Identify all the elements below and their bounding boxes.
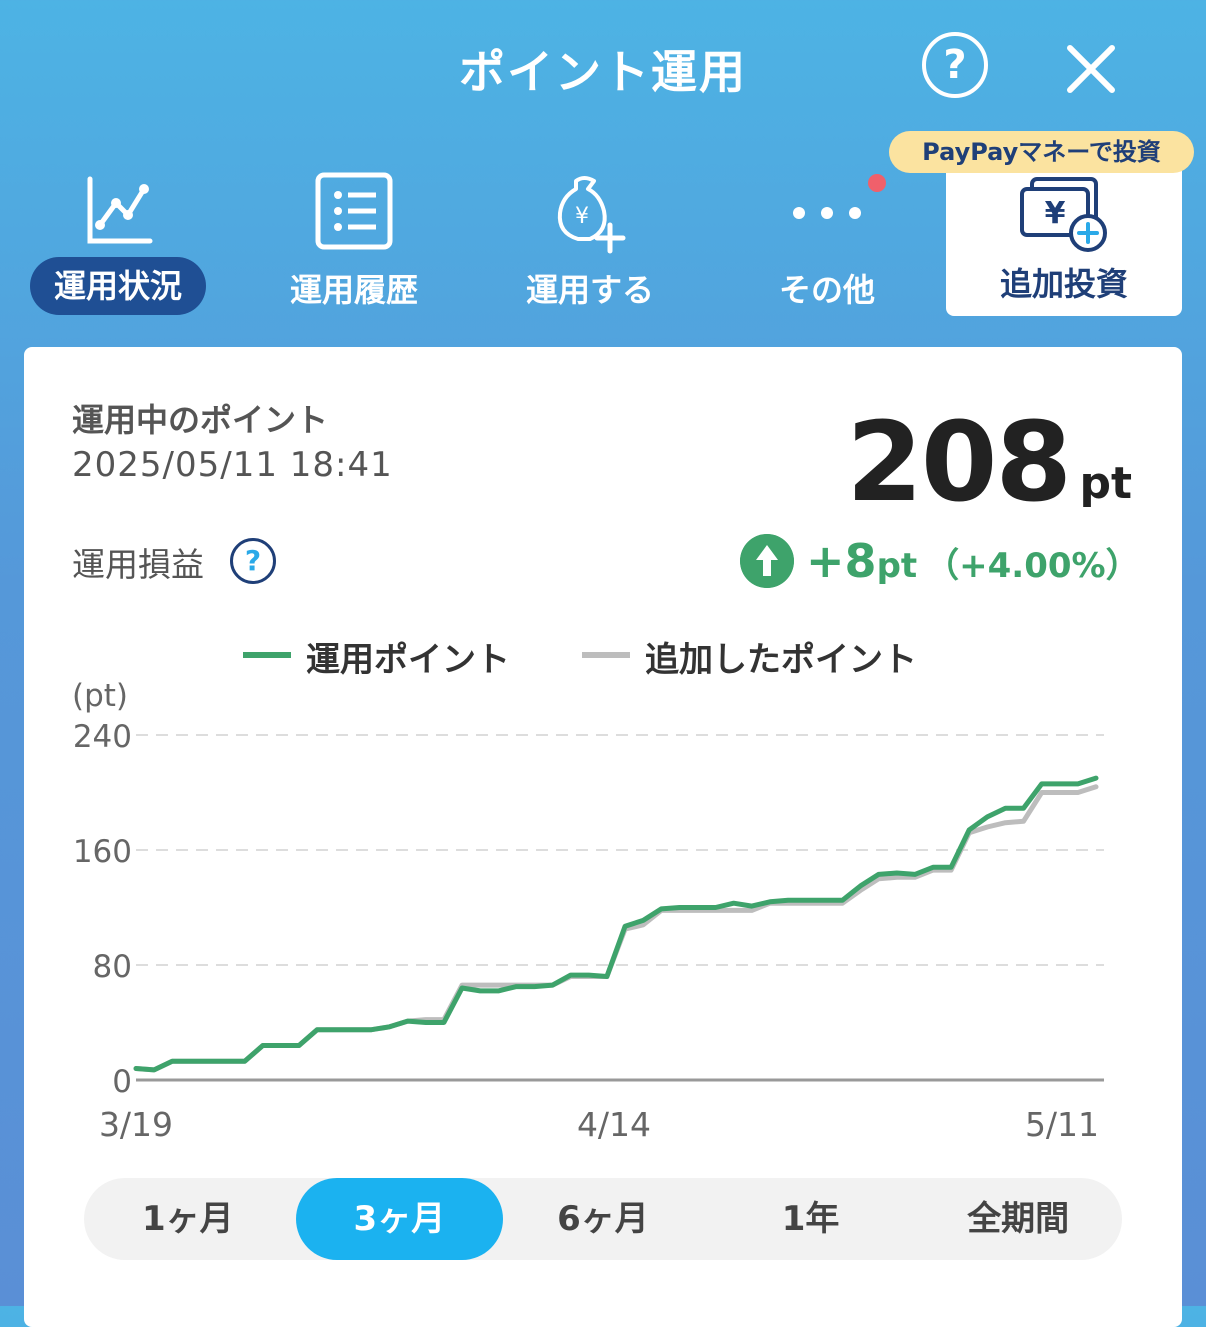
y-tick-label: 160 xyxy=(73,834,132,870)
yen-bills-plus-icon: ¥ xyxy=(1020,177,1107,252)
svg-text:¥: ¥ xyxy=(1045,196,1066,231)
page-title: ポイント運用 xyxy=(459,45,747,99)
period-option[interactable]: 1ヶ月 xyxy=(141,1199,234,1239)
add-invest-label: 追加投資 xyxy=(999,265,1128,303)
pl-help-button[interactable]: ? xyxy=(230,538,276,584)
y-tick-label: 240 xyxy=(73,719,132,755)
pl-label: 運用損益 xyxy=(72,545,204,584)
line-chart-icon xyxy=(87,176,153,244)
series-line-invest-points xyxy=(133,775,1099,1073)
pl-percent: （+4.00%） xyxy=(925,546,1140,586)
y-tick-label: 0 xyxy=(112,1064,132,1100)
legend-added-points: 追加したポイント xyxy=(645,640,917,680)
list-icon xyxy=(315,172,393,250)
tab-other[interactable]: その他 xyxy=(722,165,932,315)
summary-card xyxy=(24,347,1182,1327)
arrow-up-icon xyxy=(740,534,794,588)
period-selector: 1ヶ月 3ヶ月 6ヶ月 1年 全期間 xyxy=(84,1178,1122,1260)
period-option[interactable]: 1年 xyxy=(781,1199,840,1239)
more-dots-icon xyxy=(793,207,861,219)
period-option[interactable]: 6ヶ月 xyxy=(557,1199,649,1239)
tab-invest-label: 運用する xyxy=(525,271,654,309)
x-tick-label: 3/19 xyxy=(99,1105,173,1144)
x-tick-label: 4/14 xyxy=(577,1105,651,1144)
timestamp: 2025/05/11 18:41 xyxy=(72,445,393,485)
series-line-added-points xyxy=(133,784,1099,1073)
pl-unit: pt xyxy=(876,546,918,586)
y-axis-label: (pt) xyxy=(72,678,128,714)
question-circle-icon: ? xyxy=(244,544,262,577)
tab-other-label: その他 xyxy=(778,271,875,309)
tab-status-label: 運用状況 xyxy=(30,257,206,315)
legend-invest-points: 運用ポイント xyxy=(306,640,510,680)
period-option[interactable]: 3ヶ月 xyxy=(295,1178,504,1260)
points-label: 運用中のポイント xyxy=(72,401,329,439)
pl-amount: +8 xyxy=(806,534,877,588)
close-icon[interactable] xyxy=(1062,40,1120,98)
legend-swatch-invest xyxy=(243,652,291,658)
period-option[interactable]: 全期間 xyxy=(967,1199,1070,1239)
pl-value: +8pt （+4.00%） xyxy=(806,534,1140,588)
money-bag-plus-icon: ¥ xyxy=(557,176,626,254)
tab-status[interactable]: 運用状況 xyxy=(13,165,223,315)
legend-swatch-added xyxy=(582,652,630,658)
tab-history[interactable]: 運用履歴 xyxy=(249,165,459,315)
help-button[interactable]: ? xyxy=(922,32,988,98)
question-circle-icon: ? xyxy=(943,42,967,88)
x-tick-label: 5/11 xyxy=(1025,1105,1099,1144)
tab-history-label: 運用履歴 xyxy=(289,271,418,309)
tab-invest[interactable]: ¥ 運用する xyxy=(485,165,695,315)
paypay-badge: PayPayマネーで投資 xyxy=(889,131,1194,173)
notification-dot xyxy=(868,174,886,192)
svg-text:¥: ¥ xyxy=(575,204,589,229)
add-invest-button[interactable]: ¥ 追加投資 xyxy=(946,165,1182,316)
points-unit: pt xyxy=(1079,458,1132,509)
y-tick-label: 80 xyxy=(93,949,132,985)
points-value: 208 xyxy=(846,398,1072,526)
